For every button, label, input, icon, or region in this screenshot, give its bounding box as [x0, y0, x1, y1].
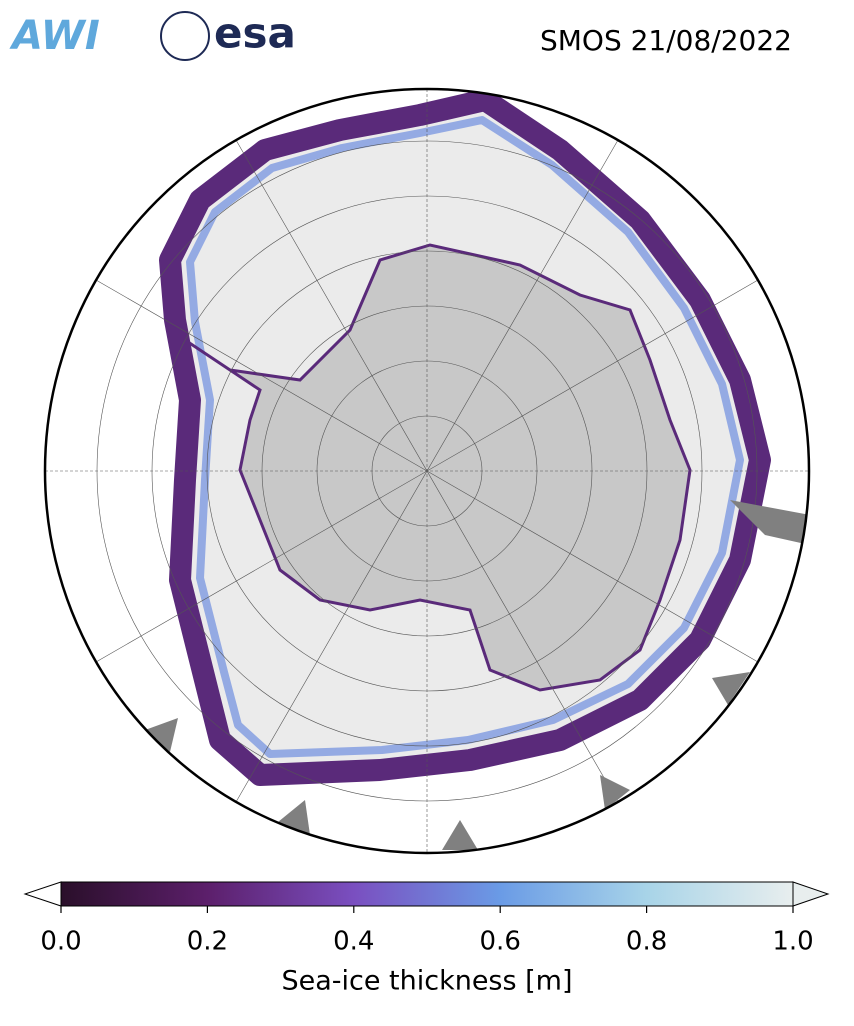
graticule — [45, 89, 809, 853]
map — [45, 89, 809, 853]
colorbar-ramp — [60, 881, 794, 907]
esa-logo: esa — [214, 9, 296, 58]
colorbar-label: Sea-ice thickness [m] — [281, 966, 572, 997]
map-border — [43, 87, 811, 855]
logos: AWI esa — [9, 9, 296, 61]
colorbar-tick-label: 0.4 — [333, 927, 374, 957]
colorbar-tick-label: 0.2 — [187, 927, 228, 957]
esa-emblem — [160, 11, 210, 61]
ice-edge-band — [186, 116, 744, 758]
colorbar-tick-label: 0.6 — [480, 927, 521, 957]
colorbar-tick-label: 0.8 — [626, 927, 667, 957]
antarctica — [184, 243, 692, 692]
colorbar-tick-label: 1.0 — [772, 927, 813, 957]
no-data — [145, 500, 809, 850]
map-title: SMOS 21/08/2022 — [540, 24, 792, 57]
colorbar-extend-low — [23, 881, 62, 907]
colorbar-extend-high — [792, 881, 830, 907]
colorbar-tick-label: 0.0 — [40, 927, 81, 957]
awi-logo: AWI — [9, 13, 100, 59]
colorbar: 0.0 0.2 0.4 0.6 0.8 1.0 — [23, 881, 830, 957]
